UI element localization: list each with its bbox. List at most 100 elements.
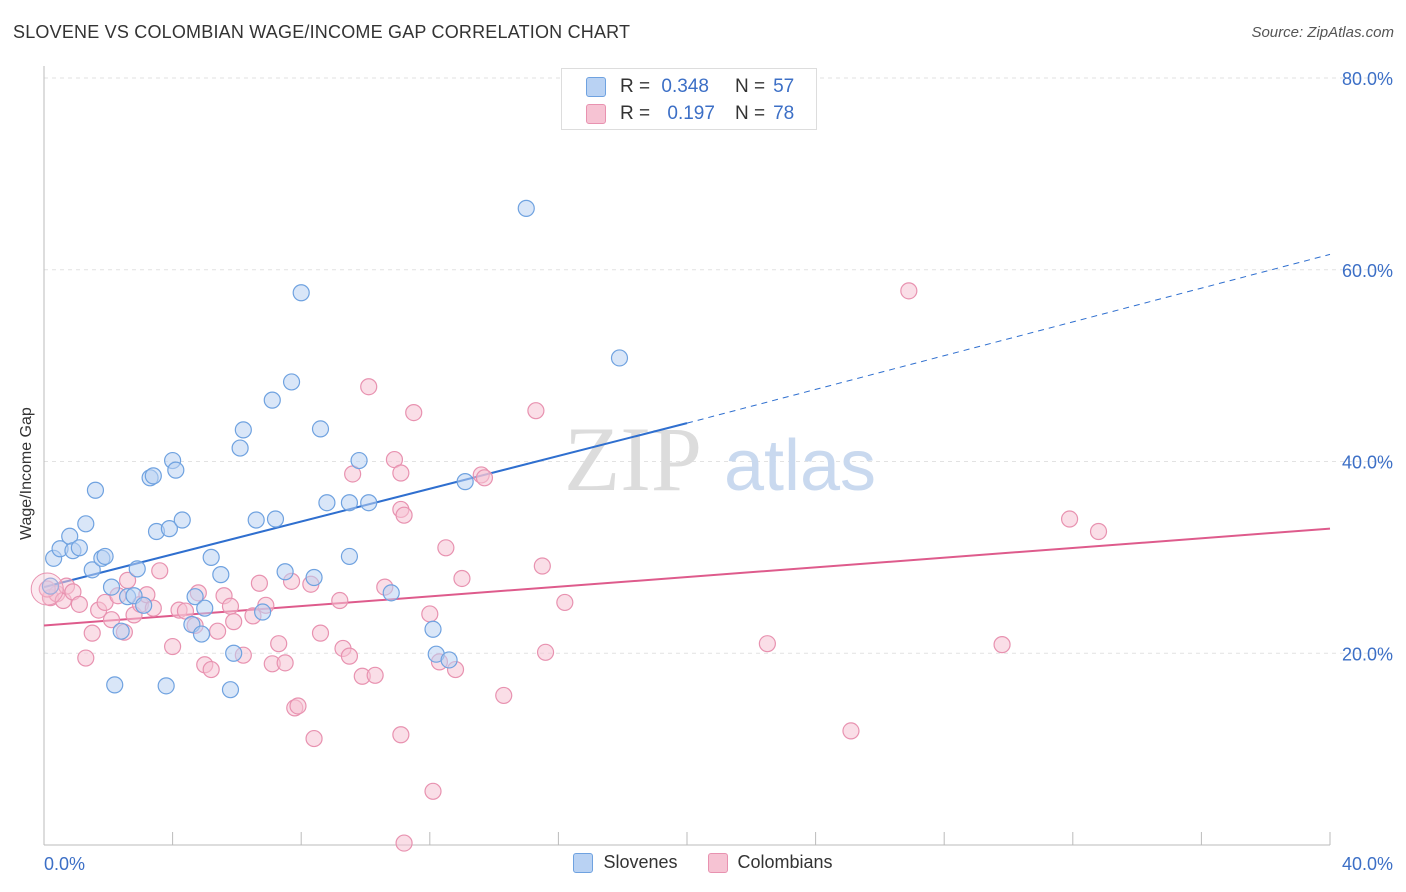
slovenes-point	[86, 481, 105, 499]
n-value: 57	[773, 76, 795, 97]
colombians-point	[360, 378, 378, 396]
slovenes-point	[350, 451, 368, 470]
colombians-point	[395, 506, 413, 524]
axes	[43, 66, 1331, 846]
slovenes-point	[305, 568, 323, 587]
colombians-point	[993, 636, 1011, 654]
watermark-zip: ZIP	[564, 408, 702, 510]
slovenes-point	[144, 467, 162, 485]
legend-item-slovenes[interactable]: Slovenes	[573, 852, 678, 873]
slovenes-point	[231, 439, 249, 457]
colombians-point	[405, 404, 423, 422]
colombians-point	[424, 782, 442, 800]
colombians-point	[900, 282, 918, 300]
colombians-point	[270, 635, 288, 653]
slovenes-point	[96, 547, 114, 566]
slovenes-point	[424, 620, 442, 638]
slovenes-point	[173, 511, 191, 529]
slovenes-point	[254, 603, 272, 621]
slovenes-point	[196, 599, 214, 617]
colombians-point	[395, 834, 413, 852]
slovenes-point	[225, 644, 243, 662]
colombians-point	[758, 635, 776, 653]
slovenes-point	[247, 511, 265, 529]
colombians-point	[527, 402, 545, 420]
colombians-point	[340, 647, 359, 665]
slovenes-point	[340, 494, 359, 512]
source-label: Source: ZipAtlas.com	[1251, 24, 1394, 41]
r-value: 0.348	[661, 76, 709, 97]
slovenes-point	[186, 588, 204, 606]
tick-labels: 20.0% 40.0% 60.0% 80.0% 0.0% 40.0%	[44, 69, 1393, 874]
y-tick-label: 60.0%	[1342, 261, 1393, 281]
colombians-swatch	[586, 104, 606, 124]
slovenes-point	[102, 578, 121, 596]
legend-item-colombians[interactable]: Colombians	[707, 852, 833, 873]
slovenes-point	[517, 199, 535, 217]
slovenes-point	[41, 577, 60, 595]
slovenes-point	[83, 561, 101, 579]
colombians-point	[842, 722, 860, 740]
slovenes-point	[70, 539, 88, 557]
n-label: N =	[735, 76, 766, 97]
colombians-point	[331, 591, 349, 610]
slovenes-point	[202, 548, 220, 566]
colombians-point	[70, 595, 88, 613]
legend-swatch-colombians	[707, 852, 728, 873]
colombians-point	[366, 666, 384, 684]
slovenes-point	[192, 625, 211, 643]
bottom-legend: Slovenes Colombians	[0, 852, 1406, 873]
data-points	[30, 199, 1108, 852]
slovenes-point	[263, 391, 281, 409]
colombians-point	[83, 624, 101, 642]
legend-swatch-slovenes	[573, 852, 594, 873]
colombians-point	[289, 697, 307, 715]
colombians-point	[102, 611, 121, 629]
legend-label: Colombians	[737, 852, 833, 872]
watermark-atlas: atlas	[724, 426, 876, 506]
slovenes-point	[610, 349, 629, 367]
n-value: 78	[773, 103, 795, 124]
slovenes-swatch	[586, 77, 606, 97]
r-label: R =	[620, 76, 651, 97]
colombians-point	[392, 726, 410, 744]
r-label: R =	[620, 103, 651, 124]
slovenes-point	[440, 651, 458, 669]
slovenes-point	[212, 566, 230, 584]
r-value: 0.197	[667, 103, 715, 124]
colombians-point	[536, 643, 555, 661]
colombians-point-cluster	[30, 572, 64, 606]
stats-row-colombians: R = 0.197 N = 78	[586, 103, 794, 125]
colombians-point	[475, 469, 494, 487]
slovenes-point	[266, 510, 285, 528]
slovenes-point	[311, 420, 330, 438]
slovenes-point	[382, 584, 400, 602]
colombians-point	[305, 729, 323, 748]
y-tick-label: 40.0%	[1342, 453, 1393, 473]
stats-row-slovenes: R = 0.348 N = 57	[586, 76, 794, 98]
slovenes-point	[128, 560, 146, 578]
grid-lines	[44, 77, 1392, 654]
chart-title: SLOVENE VS COLOMBIAN WAGE/INCOME GAP COR…	[13, 22, 631, 42]
colombians-point	[225, 613, 243, 631]
colombians-point	[556, 593, 574, 612]
colombians-point	[209, 622, 227, 640]
colombians-point	[77, 649, 95, 667]
legend-label: Slovenes	[603, 852, 678, 872]
slovenes-point	[456, 473, 474, 491]
colombians-point	[164, 637, 182, 656]
colombians-point	[453, 569, 471, 588]
colombians-point	[221, 597, 240, 615]
colombians-point	[437, 539, 455, 557]
colombians-point	[533, 557, 551, 575]
stats-legend: R = 0.348 N = 57 R = 0.197 N = 78	[561, 68, 817, 130]
colombians-point	[1089, 522, 1108, 541]
slovenes-point	[360, 494, 378, 512]
slovenes-point	[276, 563, 294, 581]
y-tick-label: 20.0%	[1342, 644, 1393, 664]
slovenes-point	[167, 461, 185, 479]
slovenes-point	[112, 622, 130, 640]
colombians-point	[495, 686, 513, 705]
colombians-point	[151, 562, 169, 580]
